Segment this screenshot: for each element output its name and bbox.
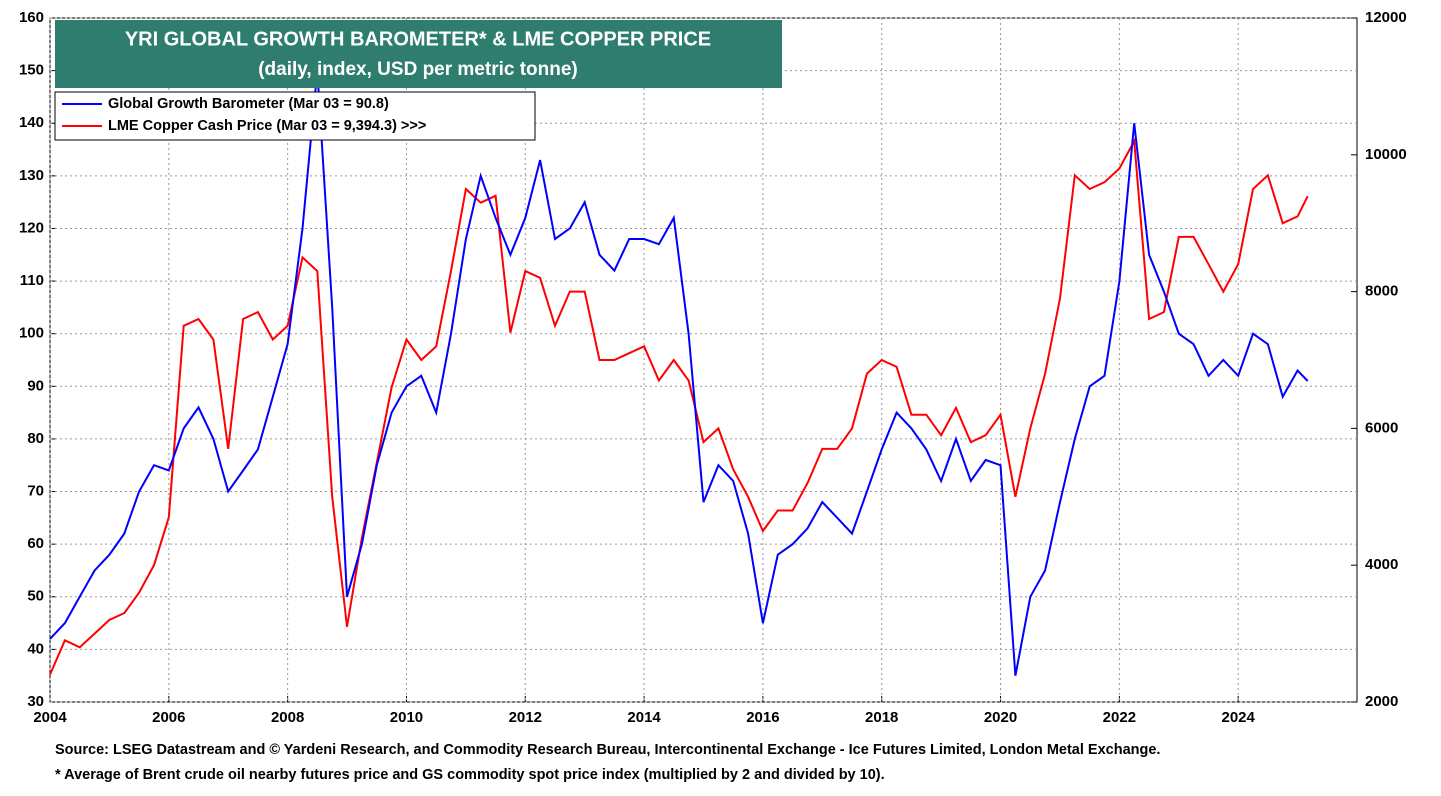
y2-tick-label: 12000: [1365, 9, 1407, 26]
y-tick-label: 80: [27, 430, 44, 447]
x-tick-label: 2014: [627, 709, 661, 726]
legend-label: LME Copper Cash Price (Mar 03 = 9,394.3)…: [108, 118, 426, 134]
x-tick-label: 2006: [152, 709, 185, 726]
lines: [49, 70, 1309, 676]
title-box: [55, 20, 782, 88]
chart-title: YRI GLOBAL GROWTH BAROMETER* & LME COPPE…: [125, 28, 711, 50]
y2-tick-label: 2000: [1365, 693, 1398, 710]
x-tick-label: 2010: [390, 709, 423, 726]
y2-tick-label: 6000: [1365, 419, 1398, 436]
y2-tick-label: 8000: [1365, 283, 1398, 300]
y2-tick-label: 10000: [1365, 146, 1407, 163]
y-tick-label: 110: [20, 272, 44, 289]
y2-tick-label: 4000: [1365, 556, 1398, 573]
chart-subtitle: (daily, index, USD per metric tonne): [258, 59, 578, 80]
y-tick-label: 160: [19, 9, 44, 26]
y-tick-label: 70: [27, 483, 44, 500]
x-tick-label: 2024: [1221, 709, 1255, 726]
y-tick-label: 60: [27, 535, 44, 552]
y-tick-label: 150: [19, 62, 44, 79]
x-tick-label: 2022: [1103, 709, 1136, 726]
series-line: [49, 137, 1309, 675]
y-tick-label: 50: [27, 588, 44, 605]
source-note: Source: LSEG Datastream and © Yardeni Re…: [55, 742, 1160, 758]
y-tick-label: 100: [19, 325, 44, 342]
x-tick-label: 2016: [746, 709, 779, 726]
x-tick-label: 2004: [33, 709, 67, 726]
footnote: * Average of Brent crude oil nearby futu…: [55, 767, 885, 783]
y-tick-label: 30: [27, 693, 44, 710]
x-tick-label: 2012: [509, 709, 542, 726]
series-line: [49, 70, 1309, 676]
legend-label: Global Growth Barometer (Mar 03 = 90.8): [108, 96, 389, 112]
legend: Global Growth Barometer (Mar 03 = 90.8) L…: [62, 96, 426, 134]
x-tick-label: 2008: [271, 709, 304, 726]
y-tick-label: 90: [27, 377, 44, 394]
x-tick-label: 2018: [865, 709, 898, 726]
y-tick-label: 120: [19, 219, 44, 236]
legend-box: [54, 91, 536, 141]
y-tick-label: 140: [19, 114, 44, 131]
x-tick-label: 2020: [984, 709, 1017, 726]
y-tick-label: 40: [27, 640, 44, 657]
y-tick-label: 130: [19, 167, 44, 184]
